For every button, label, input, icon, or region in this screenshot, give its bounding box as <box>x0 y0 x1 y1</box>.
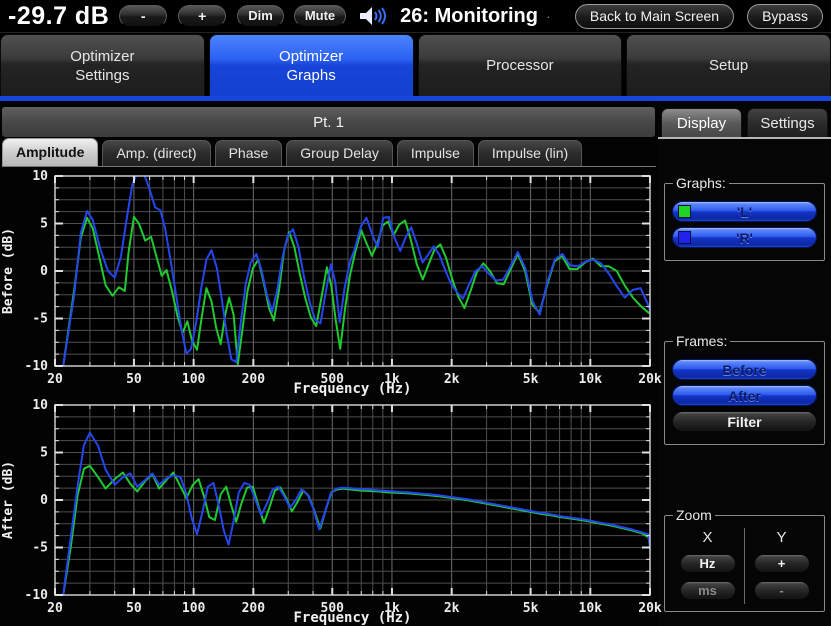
svg-text:-10: -10 <box>25 588 49 603</box>
zoom-x-column: X Hz ms <box>671 528 744 604</box>
tab-settings[interactable]: Settings <box>747 108 828 137</box>
right-channel-swatch <box>678 231 691 244</box>
svg-text:-5: -5 <box>32 541 48 556</box>
frames-group: Frames: Before After Filter <box>664 333 825 445</box>
graph-tab-bar: Amplitude Amp. (direct) Phase Group Dela… <box>2 138 656 167</box>
active-tab-accent-line <box>0 96 831 101</box>
back-to-main-screen-button[interactable]: Back to Main Screen <box>574 3 735 29</box>
frames-group-legend: Frames: <box>676 333 728 349</box>
svg-text:5k: 5k <box>523 372 539 387</box>
tab-group-delay[interactable]: Group Delay <box>286 140 393 166</box>
side-panel: Display Settings Graphs: 'L' 'R' Fr <box>658 101 831 626</box>
after-amplitude-chart: 20 50 100 200 500 1k 2k 5k 10k 20k1050-5-10Freque… <box>1 398 662 626</box>
tab-setup[interactable]: Setup <box>626 34 831 96</box>
zoom-x-label: X <box>702 529 713 546</box>
svg-text:20k: 20k <box>638 601 662 616</box>
tab-label: Processor <box>486 57 554 74</box>
left-channel-swatch <box>678 205 691 218</box>
mute-button[interactable]: Mute <box>293 5 347 27</box>
tab-impulse-lin[interactable]: Impulse (lin) <box>477 140 583 166</box>
svg-text:10k: 10k <box>579 372 603 387</box>
svg-text:5k: 5k <box>523 601 539 616</box>
svg-text:-5: -5 <box>32 312 48 327</box>
tab-label: Settings <box>75 66 130 84</box>
tab-impulse[interactable]: Impulse <box>396 140 474 166</box>
svg-text:10: 10 <box>32 398 48 413</box>
dim-button[interactable]: Dim <box>237 5 284 27</box>
top-bar: -29.7 dB - + Dim Mute 26: Monitoring · B… <box>0 0 831 33</box>
svg-text:Frequency (Hz): Frequency (Hz) <box>293 610 411 626</box>
svg-text:200: 200 <box>242 372 266 387</box>
svg-text:After (dB): After (dB) <box>1 461 16 539</box>
zoom-y-in-button[interactable]: + <box>753 554 810 573</box>
svg-text:2k: 2k <box>444 372 460 387</box>
tab-label: Setup <box>709 57 749 74</box>
measurement-point-header: Pt. 1 <box>2 107 655 137</box>
svg-text:1k: 1k <box>384 601 400 616</box>
svg-text:20: 20 <box>47 372 63 387</box>
graph-toggle-left[interactable]: 'L' <box>672 201 817 222</box>
svg-text:Before (dB): Before (dB) <box>1 228 16 314</box>
svg-text:50: 50 <box>126 601 142 616</box>
svg-text:20k: 20k <box>638 372 662 387</box>
tab-display[interactable]: Display <box>661 108 742 137</box>
svg-text:10k: 10k <box>579 601 603 616</box>
graph-toggle-left-label: 'L' <box>736 203 753 220</box>
side-tab-bar: Display Settings <box>658 108 831 137</box>
graphs-group: Graphs: 'L' 'R' <box>664 175 825 261</box>
tab-amplitude[interactable]: Amplitude <box>2 138 99 166</box>
graph-toggle-right[interactable]: 'R' <box>672 227 817 248</box>
svg-text:0: 0 <box>40 264 48 279</box>
tab-processor[interactable]: Processor <box>417 34 623 96</box>
svg-text:100: 100 <box>182 601 206 616</box>
svg-text:200: 200 <box>242 601 266 616</box>
svg-text:10: 10 <box>32 169 48 184</box>
volume-down-button[interactable]: - <box>119 5 168 27</box>
frame-toggle-filter[interactable]: Filter <box>672 411 817 432</box>
separator-dot: · <box>545 8 551 24</box>
svg-text:5: 5 <box>40 446 48 461</box>
tab-label: Graphs <box>286 66 336 84</box>
svg-text:Frequency (Hz): Frequency (Hz) <box>293 381 411 397</box>
tab-amp-direct[interactable]: Amp. (direct) <box>102 140 211 166</box>
side-panel-body: Graphs: 'L' 'R' Frames: Before After Fil… <box>658 137 831 626</box>
bypass-button[interactable]: Bypass <box>747 3 823 29</box>
graph-toggle-right-label: 'R' <box>736 229 753 246</box>
svg-text:500: 500 <box>321 601 345 616</box>
volume-readout: -29.7 dB <box>8 1 110 30</box>
zoom-x-ms-button[interactable]: ms <box>679 581 736 600</box>
tab-label: Optimizer <box>70 47 135 65</box>
svg-text:50: 50 <box>126 372 142 387</box>
zoom-group: Zoom X Hz ms Y + - <box>664 507 825 612</box>
tab-optimizer-settings[interactable]: Optimizer Settings <box>0 34 205 96</box>
tab-phase[interactable]: Phase <box>214 140 283 166</box>
svg-text:500: 500 <box>321 372 345 387</box>
svg-text:5: 5 <box>40 217 48 232</box>
frame-toggle-before[interactable]: Before <box>672 359 817 380</box>
svg-text:1k: 1k <box>384 372 400 387</box>
svg-text:100: 100 <box>182 372 206 387</box>
graphs-group-legend: Graphs: <box>676 175 726 191</box>
zoom-y-label: Y <box>776 529 787 546</box>
preset-title: 26: Monitoring <box>400 4 538 27</box>
zoom-y-column: Y + - <box>744 528 818 604</box>
zoom-y-out-button[interactable]: - <box>753 581 810 600</box>
zoom-x-hz-button[interactable]: Hz <box>679 554 736 573</box>
graphs-area: Pt. 1 Amplitude Amp. (direct) Phase Grou… <box>0 101 662 626</box>
svg-text:2k: 2k <box>444 601 460 616</box>
zoom-group-legend: Zoom <box>676 507 712 523</box>
speaker-icon <box>360 7 387 25</box>
svg-text:-10: -10 <box>25 359 49 374</box>
tab-label: Optimizer <box>279 47 344 65</box>
frame-toggle-after[interactable]: After <box>672 385 817 406</box>
svg-text:20: 20 <box>47 601 63 616</box>
before-amplitude-chart: 20 50 100 200 500 1k 2k 5k 10k 20k1050-5-10Freque… <box>1 169 662 397</box>
main-tab-bar: Optimizer Settings Optimizer Graphs Proc… <box>0 33 831 96</box>
svg-text:0: 0 <box>40 493 48 508</box>
volume-up-button[interactable]: + <box>178 5 227 27</box>
tab-optimizer-graphs[interactable]: Optimizer Graphs <box>208 34 414 96</box>
